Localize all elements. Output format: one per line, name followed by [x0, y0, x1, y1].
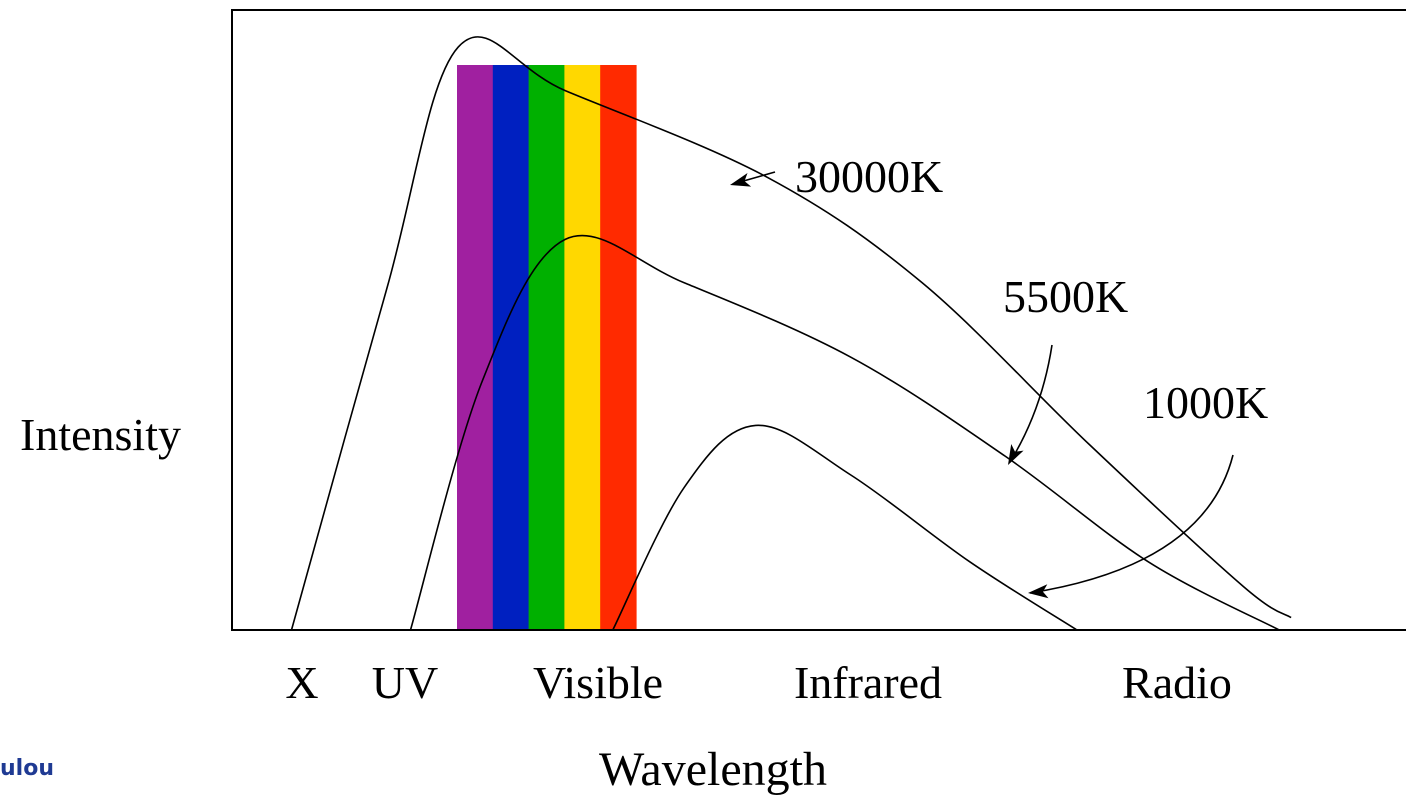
- visible-spectrum-band: [457, 65, 637, 630]
- arrow-30000k: [728, 172, 775, 192]
- curve-label-5500k: 5500K: [1003, 271, 1128, 322]
- x-tick-label-x: X: [285, 657, 318, 708]
- x-tick-label-infrared: Infrared: [794, 657, 942, 708]
- arrow-5500k: [1002, 345, 1052, 468]
- curve-label-1000k: 1000K: [1143, 377, 1268, 428]
- band-stripe-yellow: [564, 65, 600, 630]
- curve-label-30000k: 30000K: [795, 151, 943, 202]
- cropped-corner-text: ulou: [0, 758, 54, 780]
- temperature-curves: [292, 37, 1292, 630]
- x-tick-label-radio: Radio: [1122, 657, 1232, 708]
- band-stripe-green: [529, 65, 565, 630]
- y-axis-label: Intensity: [20, 409, 181, 460]
- x-tick-label-visible: Visible: [533, 657, 663, 708]
- x-axis-label: Wavelength: [599, 743, 827, 795]
- band-stripe-blue: [493, 65, 529, 630]
- x-tick-label-uv: UV: [372, 657, 438, 708]
- curve-1000k: [613, 425, 1077, 630]
- arrow-1000k: [1027, 455, 1233, 600]
- band-stripe-red: [600, 65, 636, 630]
- band-stripe-violet: [457, 65, 493, 630]
- curve-30000k: [292, 37, 1292, 630]
- plot-frame: [232, 10, 1406, 630]
